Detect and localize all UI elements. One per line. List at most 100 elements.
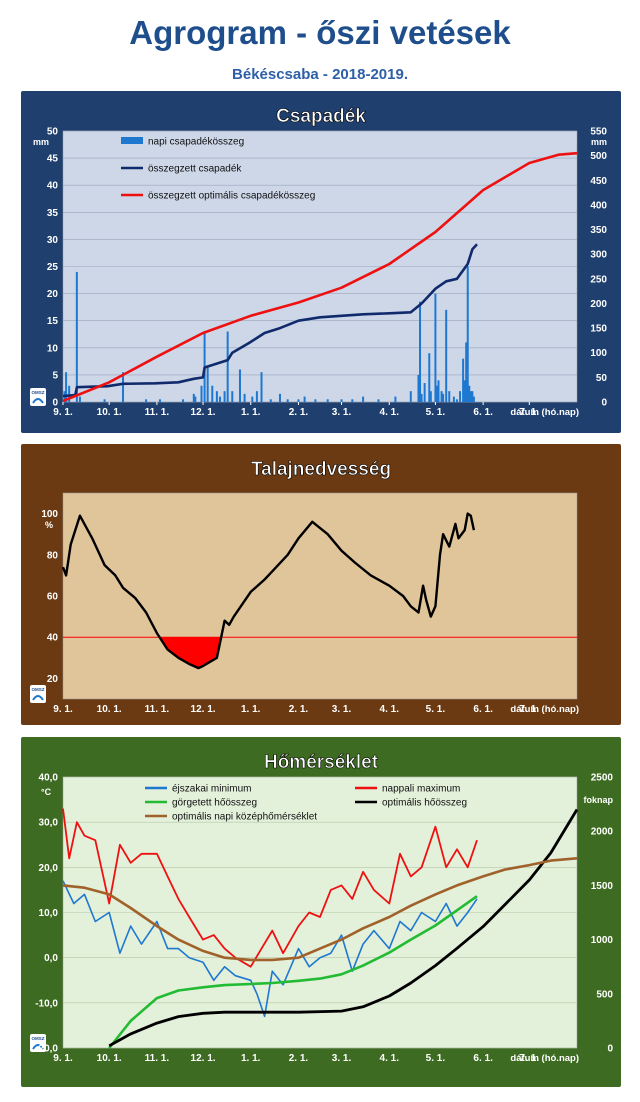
night-min-line [62, 880, 478, 1018]
precip-bar [377, 399, 380, 402]
precip-bar [218, 396, 221, 402]
chart-title: Csapadék [276, 106, 366, 127]
x-tick-label: 1. 1. [241, 1053, 261, 1064]
precip-bar [428, 353, 431, 402]
optimal-heat-sum-line [108, 808, 579, 1048]
precip-bar [238, 369, 241, 402]
precip-bar [442, 393, 445, 402]
x-tick-label: 1. 1. [241, 407, 261, 418]
precip-bar [200, 385, 203, 402]
day-max-line [62, 808, 478, 968]
x-tick-label: 1. 1. [241, 704, 261, 715]
omsz-logo: OMSZ [30, 1034, 46, 1052]
logo-text: OMSZ [32, 687, 45, 692]
precipitation-chart: Csapadék 9. 1. 10. 1. 11. 1. 12. 1. 1. 1. 2. 1… [21, 91, 621, 433]
x-tick-label: 2. 1. [289, 704, 309, 715]
omsz-logo: OMSZ [30, 685, 46, 703]
precip-bar [243, 393, 246, 402]
precip-bar [469, 391, 472, 402]
legend-label: optimális napi középhőmérséklet [172, 812, 317, 823]
legend-label: görgetett hőösszeg [172, 798, 257, 809]
precip-bar [440, 391, 443, 402]
y2-tick-label: 50 [596, 373, 608, 384]
precip-bar [471, 391, 474, 402]
y-tick-label: 40,0 [39, 773, 59, 784]
y2-tick-label: 2500 [591, 773, 614, 784]
x-tick-label: 3. 1. [332, 704, 352, 715]
x-axis-label: dátum (hó.nap) [510, 407, 579, 418]
optimal-precip-line [62, 151, 578, 403]
precip-bar [206, 366, 209, 402]
x-tick-label: 4. 1. [380, 407, 400, 418]
legend-label: optimális hőösszeg [382, 798, 467, 809]
precip-bar [226, 331, 229, 402]
y-tick-label: 10 [47, 343, 59, 354]
precip-bar [78, 396, 81, 402]
x-axis-label: dátum (hó.nap) [510, 704, 579, 715]
legend-label: összegzett csapadék [148, 164, 242, 175]
y-tick-label: 45 [47, 154, 59, 165]
precip-bar [448, 391, 451, 402]
y2-axis-label: mm [591, 137, 607, 147]
precip-bar [122, 372, 125, 402]
x-tick-label: 5. 1. [426, 704, 446, 715]
logo-text: OMSZ [32, 390, 45, 395]
cumulative-precip-line [62, 243, 478, 398]
x-tick-label: 7. 1. [520, 407, 540, 418]
precip-bar [65, 372, 68, 402]
y2-tick-label: 500 [590, 151, 607, 162]
y-tick-label: 20,0 [39, 863, 59, 874]
y-tick-label: 60 [47, 592, 59, 603]
precip-bar [463, 380, 466, 402]
x-tick-label: 12. 1. [191, 1053, 216, 1064]
x-tick-label: 9. 1. [53, 1053, 73, 1064]
precip-bar [423, 383, 426, 402]
precip-bar [297, 399, 300, 402]
y2-tick-label: 400 [590, 200, 607, 211]
precip-bar [194, 396, 197, 402]
precip-bar [103, 399, 106, 402]
y2-tick-label: 500 [596, 989, 613, 1000]
y-tick-label: 50 [47, 127, 59, 138]
y2-tick-label: 350 [590, 225, 607, 236]
y-tick-label: 100 [41, 509, 58, 520]
y-axis-label: mm [33, 137, 49, 147]
precip-bar [455, 399, 458, 402]
y-tick-label: 35 [47, 208, 59, 219]
precip-bar [429, 391, 432, 402]
page-subtitle: Békéscsaba - 2018-2019. [232, 66, 408, 83]
y2-tick-label: 0 [607, 1044, 613, 1055]
plot-area [62, 492, 578, 700]
legend-label: összegzett optimális csapadékösszeg [148, 191, 315, 202]
precip-bar [303, 396, 306, 402]
precip-bar [223, 391, 226, 402]
y2-tick-label: 200 [590, 299, 607, 310]
y2-tick-label: 1500 [591, 881, 614, 892]
rolling-heat-sum-line [108, 895, 478, 1049]
x-tick-label: 7. 1. [520, 704, 540, 715]
precip-bar [466, 266, 469, 402]
soil-moisture-line [61, 512, 476, 670]
logo-wave [32, 398, 44, 404]
y-tick-label: 10,0 [39, 908, 59, 919]
y-tick-label: 20 [47, 289, 59, 300]
precip-bar [211, 385, 214, 402]
precip-bar [434, 293, 437, 402]
precip-bar [68, 385, 71, 402]
x-axis-label: dátum (hó.nap) [510, 1053, 579, 1064]
y-tick-label: -10,0 [35, 998, 58, 1009]
legend-swatch-bar [121, 137, 143, 144]
x-tick-label: 9. 1. [53, 704, 73, 715]
precip-bar [145, 399, 148, 402]
precip-bar [465, 342, 468, 402]
precip-bar [231, 391, 234, 402]
y-tick-label: -20,0 [35, 1044, 58, 1055]
precip-bar [435, 385, 438, 402]
x-tick-label: 9. 1. [53, 407, 73, 418]
soil-moisture-panel: Talajnedvesség 9. 1. 10. 1. 11. 1. 12. 1. 1. … [21, 444, 621, 725]
precip-bar [158, 399, 161, 402]
precip-bar [75, 271, 78, 402]
y-axis-label: % [45, 520, 53, 530]
y-tick-label: 30,0 [39, 818, 59, 829]
y-axis-label: °C [41, 787, 52, 797]
